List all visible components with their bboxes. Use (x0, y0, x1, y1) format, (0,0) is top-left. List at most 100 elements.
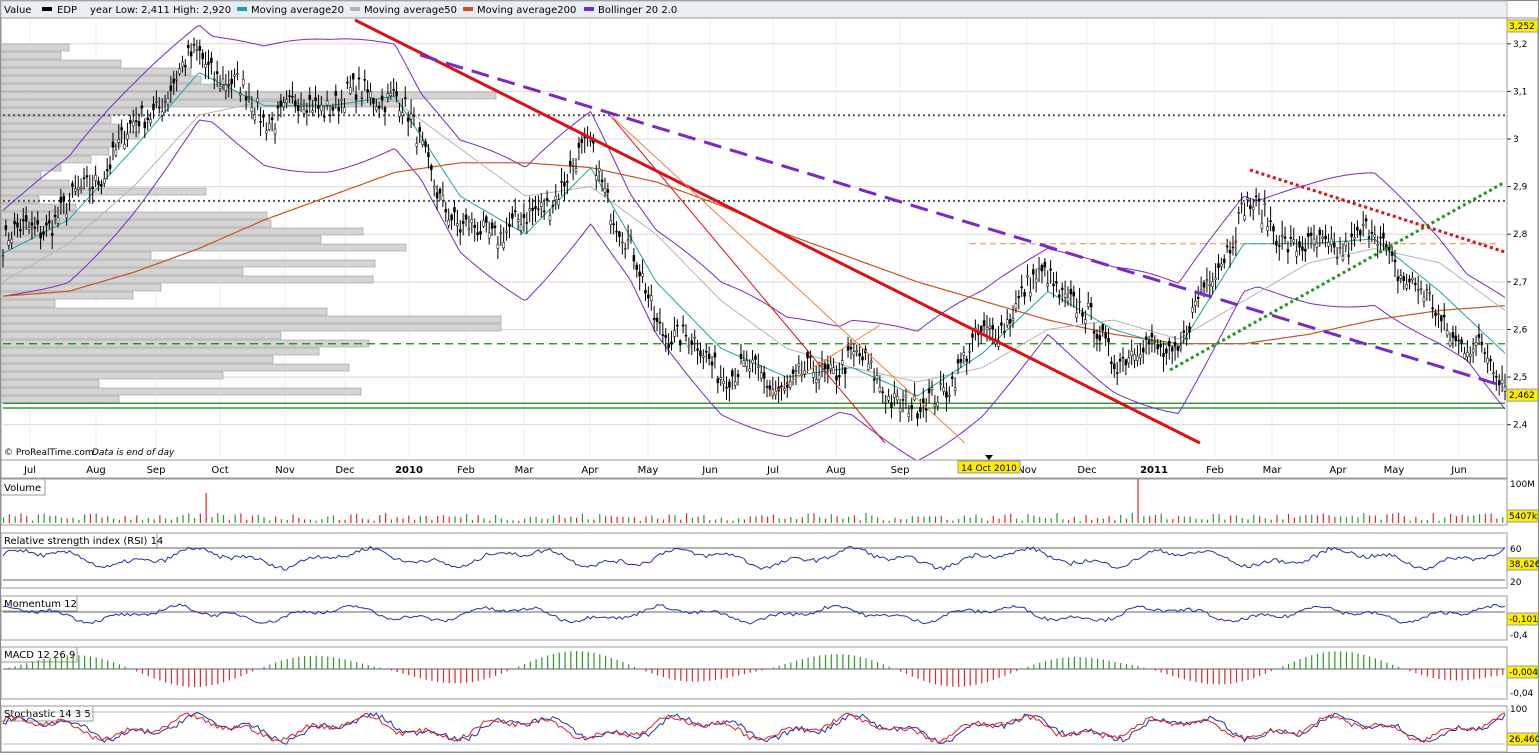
candle-body (244, 96, 248, 101)
candle-body (152, 103, 155, 111)
volume-bar (552, 515, 555, 523)
volume-bar (651, 515, 653, 523)
momentum-line (2, 603, 1506, 625)
macd-histogram-bar (84, 655, 86, 669)
candle-body (537, 208, 540, 211)
month-label-2011: 2011 (1140, 465, 1168, 476)
macd-histogram-bar (356, 662, 358, 669)
volume-bar (1224, 519, 1226, 523)
volume-profile-bar (0, 171, 42, 180)
volume-bar (674, 515, 676, 523)
candle-body (1359, 230, 1362, 236)
volume-bar (610, 515, 612, 523)
volume-bar (1461, 514, 1463, 523)
macd-histogram-bar (506, 669, 508, 672)
candle-body (971, 333, 974, 338)
candle-body (548, 215, 552, 221)
candle-body (875, 375, 879, 380)
candle-body (1052, 283, 1055, 287)
volume-profile-bar (0, 107, 142, 116)
candle-body (4, 225, 8, 230)
volume-bar (518, 520, 520, 523)
candle-body (687, 345, 691, 348)
candle-body (1451, 331, 1455, 338)
volume-bar (859, 520, 861, 523)
macd-histogram-bar (720, 669, 722, 680)
momentum-panel[interactable]: Momentum 12 -0,101 -0,4 (0, 595, 1539, 641)
volume-profile-bar (0, 227, 364, 236)
stochastic-panel[interactable]: Stochastic 14 3 5 100 26,460 (0, 705, 1539, 753)
candle-body (1185, 338, 1188, 340)
candle-body (751, 359, 754, 364)
macd-histogram-bar (298, 656, 300, 669)
macd-panel[interactable]: MACD 12 26 9 -0,004 -0,04 (0, 646, 1539, 700)
candle-body (1144, 336, 1148, 340)
volume-title: Volume (4, 483, 41, 494)
volume-bar (1021, 520, 1023, 523)
candle-body (253, 114, 257, 121)
candle-body (1503, 386, 1507, 392)
candle-body (823, 363, 827, 370)
candle-body (791, 369, 795, 375)
candle-body (1063, 293, 1067, 298)
macd-histogram-bar (222, 669, 225, 683)
candle-body (641, 273, 644, 277)
volume-bar (871, 515, 873, 523)
volume-panel[interactable]: Volume 100M 5407k (0, 478, 1539, 526)
candle-body (1477, 334, 1481, 338)
volume-profile-bar (0, 243, 407, 252)
macd-histogram-bar (911, 669, 913, 677)
volume-bar (593, 519, 595, 523)
candle-body (1440, 315, 1443, 322)
candle-body (1159, 344, 1162, 348)
volume-bar (1334, 517, 1336, 523)
macd-histogram-bar (72, 655, 74, 669)
macd-histogram-bar (1374, 658, 1376, 669)
volume-profile-bar (0, 195, 40, 204)
candle-body (797, 363, 801, 367)
candle-body (826, 364, 830, 370)
candle-body (1422, 296, 1426, 302)
volume-bar (819, 517, 821, 523)
candle-body (1069, 288, 1073, 295)
volume-bar (1455, 515, 1458, 523)
candle-body (1330, 238, 1333, 245)
candle-body (979, 325, 983, 332)
candle-body (664, 335, 667, 338)
volume-bar (1079, 520, 1081, 523)
candle-body (1457, 339, 1460, 342)
candle-body (288, 95, 291, 97)
candle-body (294, 100, 297, 107)
candle-body (1414, 283, 1417, 285)
candle-body (1387, 247, 1391, 251)
macd-histogram-bar (969, 669, 971, 686)
candle-body (1278, 245, 1281, 247)
volume-bar (755, 516, 757, 523)
candle-body (1176, 346, 1180, 351)
candle-body (395, 91, 398, 97)
candle-body (39, 232, 42, 239)
volume-bar (112, 518, 115, 523)
volume-bar (367, 519, 369, 523)
volume-bar (1502, 517, 1504, 523)
candle-body (441, 195, 445, 201)
candle-body (965, 358, 968, 362)
candle-body (10, 238, 13, 243)
candle-body (626, 239, 630, 242)
candle-body (56, 217, 60, 224)
candle-body (1254, 195, 1258, 198)
macd-histogram-bar (275, 662, 277, 669)
candle-body (1162, 352, 1165, 357)
month-label-mar: Mar (1263, 465, 1283, 476)
macd-histogram-bar (471, 669, 474, 683)
candle-body (531, 207, 534, 211)
price-panel[interactable]: 3,2 3,1 3 2,9 2,8 2,7 2,6 2,5 2,4 3,252 2,462 © Pr… (0, 17, 1539, 462)
rsi-panel[interactable]: Relative strength index (RSI) 14 60 20 3… (0, 532, 1539, 589)
volume-bar (165, 518, 167, 523)
volume-bar (1363, 513, 1365, 523)
volume-bar (795, 518, 798, 523)
rsi-y-20: 20 (1510, 578, 1522, 588)
volume-bar (466, 514, 468, 523)
volume-profile-bar (0, 51, 62, 60)
